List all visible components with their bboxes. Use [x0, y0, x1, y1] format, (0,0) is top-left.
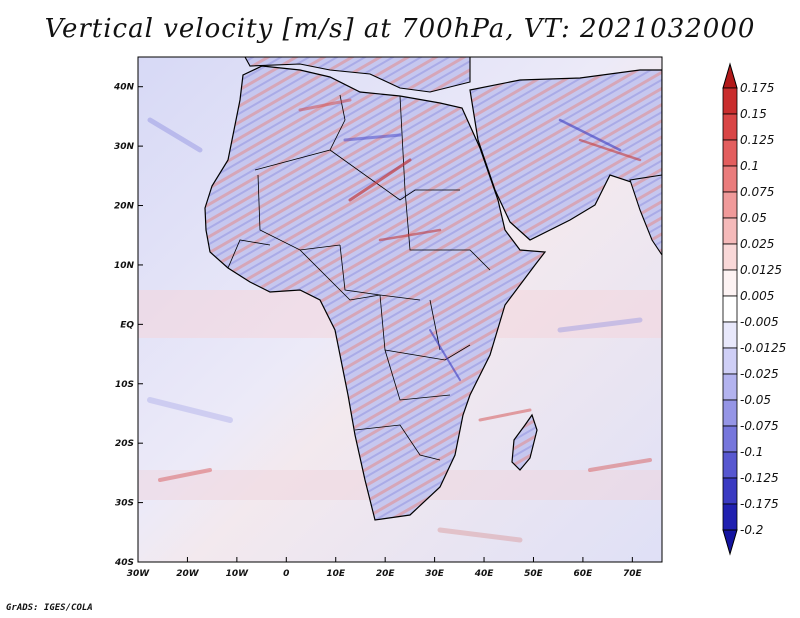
colorbar-label: 0.15: [740, 107, 767, 121]
lon-tick-label: 10W: [226, 569, 250, 579]
colorbar-swatch: [722, 217, 738, 245]
colorbar-swatch: [722, 373, 738, 401]
colorbar-bottom-arrow: [722, 529, 738, 556]
lat-tick-label: 40S: [114, 558, 134, 568]
velocity-streaks: [147, 98, 652, 543]
colorbar-label: 0.0125: [740, 263, 782, 277]
lon-tick-label: 20W: [176, 569, 200, 579]
africa-landmass: [204, 65, 547, 521]
colorbar-swatch: [722, 165, 738, 193]
lon-tick-label: 60E: [574, 569, 594, 579]
colorbar-swatch: [722, 347, 738, 375]
colorbar-label: 0.1: [740, 159, 759, 173]
colorbar-swatch: [722, 191, 738, 219]
colorbar-label: 0.005: [740, 289, 774, 303]
lat-tick-label: 40N: [113, 83, 135, 93]
lat-tick-label: 20N: [114, 202, 135, 212]
lon-tick-label: 20E: [376, 569, 396, 579]
colorbar-label: -0.05: [740, 393, 771, 407]
lon-tick-label: 30W: [127, 569, 151, 579]
lon-tick-label: 30E: [425, 569, 445, 579]
colorbar-label: -0.2: [740, 523, 763, 537]
lon-tick-label: 10E: [326, 569, 346, 579]
lat-tick-label: 20S: [115, 439, 134, 449]
colorbar-label: -0.175: [740, 497, 779, 511]
lon-tick-label: 0: [283, 569, 289, 579]
lat-tick-label: 30N: [114, 142, 135, 152]
colorbar-label: 0.125: [740, 133, 774, 147]
colorbar-swatch: [722, 87, 738, 115]
colorbar-swatch: [722, 451, 738, 479]
colorbar-swatch: [722, 295, 738, 323]
india-landmass: [629, 174, 662, 256]
colorbar-swatch: [722, 399, 738, 427]
colorbar-swatch: [722, 321, 738, 349]
colorbar-swatch: [722, 503, 738, 531]
lat-tick-label: 10S: [115, 380, 134, 390]
grads-credit: GrADS: IGES/COLA: [6, 603, 93, 613]
colorbar-label: 0.175: [740, 81, 774, 95]
country-borders: [227, 94, 491, 461]
colorbar-label: 0.05: [740, 211, 767, 225]
lon-tick-label: 40E: [474, 569, 495, 579]
madagascar-island: [511, 413, 538, 471]
lat-tick-label: 10N: [114, 261, 135, 271]
colorbar-swatch: [722, 425, 738, 453]
colorbar-swatch: [722, 139, 738, 167]
lon-tick-label: 70E: [623, 569, 643, 579]
lon-tick-label: 50E: [524, 569, 544, 579]
colorbar-label: 0.025: [740, 237, 774, 251]
colorbar-swatch: [722, 243, 738, 271]
latitude-axis: 40N 30N 20N 10N EQ 10S 20S 30S 40S: [113, 83, 143, 568]
colorbar-swatch: [722, 269, 738, 297]
middle-east-landmass: [469, 69, 662, 241]
colorbar-label: 0.075: [740, 185, 774, 199]
map-title: Vertical velocity [m/s] at 700hPa, VT: 2…: [44, 14, 756, 44]
plot-frame: [137, 56, 663, 563]
colorbar-swatch: [722, 477, 738, 505]
lat-tick-label: EQ: [120, 320, 134, 330]
europe-landmass: [244, 57, 471, 93]
colorbar-label: -0.1: [740, 445, 763, 459]
colorbar-label: -0.125: [740, 471, 779, 485]
longitude-axis: 30W 20W 10W 0 10E 20E 30E 40E 50E 60E 70E: [127, 557, 643, 579]
colorbar-swatch: [722, 113, 738, 141]
lat-tick-label: 30S: [115, 499, 134, 509]
colorbar-label: -0.0125: [740, 341, 786, 355]
colorbar-top-arrow: [722, 62, 738, 89]
colorbar-label: -0.025: [740, 367, 779, 381]
colorbar-label: -0.005: [740, 315, 779, 329]
map-plot: 30W 20W 10W 0 10E 20E 30E 40E 50E 60E 70E 40N 30N 20…: [113, 56, 786, 579]
colorbar-label: -0.075: [740, 419, 779, 433]
colorbar: 0.175 0.15 0.125 0.1 0.075 0.05 0.025 0.0125 0.0…: [722, 62, 786, 556]
